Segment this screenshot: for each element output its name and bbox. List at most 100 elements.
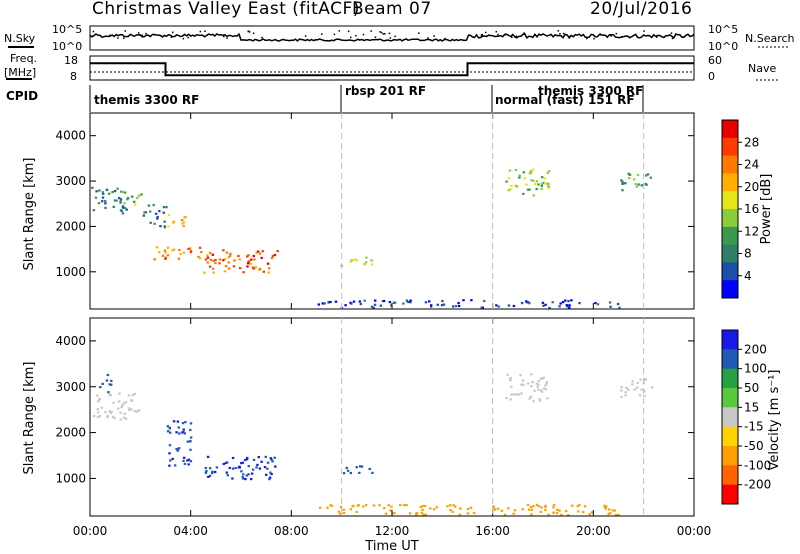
data-cell (527, 382, 530, 385)
data-cell (358, 471, 361, 474)
data-cell (119, 198, 123, 201)
data-cell (544, 505, 547, 509)
data-cell (153, 258, 156, 261)
data-cell (118, 392, 121, 395)
data-cell (344, 304, 347, 307)
data-cell (273, 253, 277, 257)
data-cell (625, 386, 628, 390)
y-tick-label: 1000 (55, 471, 86, 485)
data-cell (469, 506, 473, 509)
data-cell (350, 302, 353, 305)
data-cell (483, 299, 486, 303)
data-cell (564, 299, 567, 302)
data-cell (526, 503, 530, 506)
data-cell (505, 396, 508, 399)
data-cell (204, 258, 208, 261)
data-cell (266, 461, 270, 464)
data-cell (399, 503, 402, 507)
data-cell (415, 513, 418, 516)
data-cell (390, 304, 393, 307)
data-cell (244, 478, 247, 481)
data-cell (111, 415, 115, 418)
data-cell (519, 374, 522, 377)
data-cell (108, 410, 112, 413)
data-cell (199, 257, 202, 260)
data-cell (226, 474, 229, 477)
data-cell (535, 187, 538, 191)
data-cell (530, 385, 533, 388)
colorbar-tick-label: -200 (744, 478, 771, 492)
data-cell (130, 399, 133, 402)
data-cell (260, 256, 263, 259)
data-cell (452, 305, 455, 308)
data-cell (358, 300, 361, 303)
noise-search-point (362, 33, 365, 36)
data-cell (159, 225, 162, 228)
data-cell (620, 395, 623, 399)
data-cell (111, 191, 114, 194)
noise-search-point (559, 33, 561, 35)
cpid-panel: CPID themis 3300 RF rbsp 201 RF normal (… (6, 84, 644, 112)
data-cell (613, 509, 616, 512)
power-y-ticks: 1000 2000 3000 4000 (55, 129, 694, 279)
data-cell (466, 512, 470, 515)
data-cell (539, 377, 543, 380)
data-cell (127, 407, 131, 410)
data-cell (200, 250, 203, 254)
data-cell (355, 510, 358, 514)
data-cell (596, 303, 600, 306)
data-cell (247, 260, 250, 263)
data-cell (257, 456, 260, 459)
data-cell (120, 405, 123, 409)
data-cell (637, 183, 640, 186)
data-cell (238, 466, 241, 469)
data-cell (327, 301, 330, 304)
data-cell (104, 202, 107, 205)
data-cell (261, 250, 264, 253)
data-cell (215, 466, 219, 469)
data-cell (133, 203, 137, 206)
data-cell (133, 392, 137, 396)
data-cell (203, 271, 206, 274)
data-cell (172, 248, 176, 251)
noise-search-point (145, 32, 147, 35)
y-tick-label: 1000 (55, 265, 86, 279)
data-cell (177, 426, 180, 429)
data-cell (552, 506, 555, 509)
data-cell (171, 249, 174, 252)
data-cell (390, 505, 393, 508)
data-cell (547, 182, 550, 185)
data-cell (545, 382, 548, 385)
data-cell (548, 306, 551, 310)
data-cell (628, 173, 632, 176)
data-cell (350, 259, 353, 262)
data-cell (119, 411, 122, 414)
colorbar-tick-label: 12 (744, 224, 759, 238)
data-cell (267, 267, 271, 270)
data-cell (522, 383, 525, 386)
data-cell (147, 204, 151, 207)
freq-tick-bottom: 8 (70, 70, 77, 83)
data-cell (352, 504, 355, 507)
data-cell (393, 512, 396, 515)
data-cell (258, 467, 262, 470)
data-cell (124, 191, 127, 194)
power-data (91, 168, 652, 310)
data-cell (242, 477, 245, 480)
data-cell (409, 301, 412, 304)
data-cell (112, 401, 115, 404)
data-cell (182, 428, 185, 431)
data-cell (317, 303, 320, 306)
data-cell (547, 185, 550, 188)
noise-search-point (593, 37, 595, 40)
noise-search-point (247, 30, 250, 33)
noise-search-point (123, 37, 125, 39)
velocity-panel: Slant Range [km] 1000 2000 3000 4000 200 100… (22, 317, 782, 517)
noise-search-point (643, 30, 645, 32)
data-cell (182, 251, 186, 254)
data-cell (161, 254, 165, 257)
noise-search-point (384, 33, 386, 35)
data-cell (187, 458, 191, 461)
data-cell (251, 468, 255, 471)
data-cell (268, 476, 272, 479)
